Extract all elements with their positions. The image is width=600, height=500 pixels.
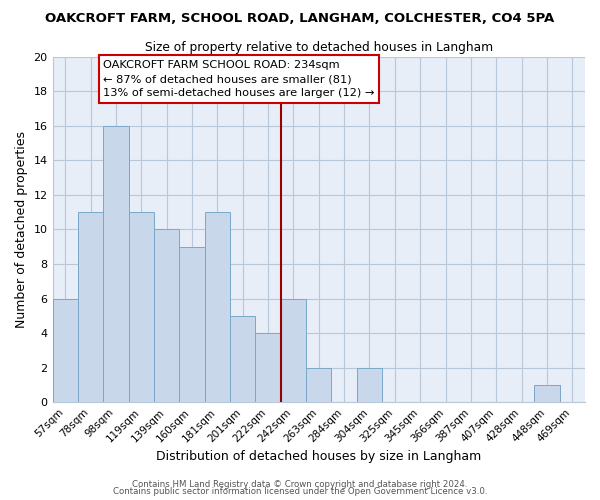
Text: Contains HM Land Registry data © Crown copyright and database right 2024.: Contains HM Land Registry data © Crown c… (132, 480, 468, 489)
Bar (78, 212, 103, 402)
Bar (256, 333, 281, 402)
Text: OAKCROFT FARM SCHOOL ROAD: 234sqm
← 87% of detached houses are smaller (81)
13% : OAKCROFT FARM SCHOOL ROAD: 234sqm ← 87% … (103, 60, 374, 98)
Bar (103, 126, 128, 402)
Bar (230, 316, 256, 402)
Bar (179, 246, 205, 402)
X-axis label: Distribution of detached houses by size in Langham: Distribution of detached houses by size … (156, 450, 481, 462)
Text: Contains public sector information licensed under the Open Government Licence v3: Contains public sector information licen… (113, 487, 487, 496)
Bar (534, 385, 560, 402)
Bar (306, 368, 331, 402)
Y-axis label: Number of detached properties: Number of detached properties (15, 131, 28, 328)
Bar (154, 230, 179, 402)
Bar (357, 368, 382, 402)
Bar (128, 212, 154, 402)
Bar (281, 298, 306, 402)
Title: Size of property relative to detached houses in Langham: Size of property relative to detached ho… (145, 41, 493, 54)
Bar (53, 298, 78, 402)
Text: OAKCROFT FARM, SCHOOL ROAD, LANGHAM, COLCHESTER, CO4 5PA: OAKCROFT FARM, SCHOOL ROAD, LANGHAM, COL… (46, 12, 554, 26)
Bar (205, 212, 230, 402)
